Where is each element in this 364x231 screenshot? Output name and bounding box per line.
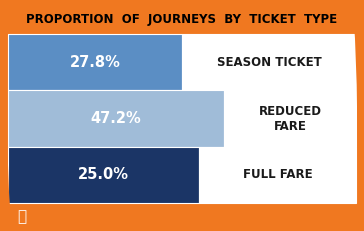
Text: 🚉: 🚉 — [17, 210, 27, 225]
Bar — [199, 147, 356, 203]
Text: 47.2%: 47.2% — [91, 111, 141, 126]
Bar — [224, 90, 356, 147]
Bar — [8, 34, 356, 203]
Text: PROPORTION  OF  JOURNEYS  BY  TICKET  TYPE: PROPORTION OF JOURNEYS BY TICKET TYPE — [27, 12, 337, 25]
Text: SEASON TICKET: SEASON TICKET — [217, 56, 321, 69]
Text: 25.0%: 25.0% — [78, 167, 129, 182]
Bar — [8, 34, 182, 90]
Bar — [8, 147, 199, 203]
Text: FULL FARE: FULL FARE — [243, 168, 313, 181]
Text: 27.8%: 27.8% — [70, 55, 120, 70]
Text: REDUCED
FARE: REDUCED FARE — [258, 104, 321, 133]
Bar — [8, 90, 224, 147]
Bar — [182, 34, 356, 90]
